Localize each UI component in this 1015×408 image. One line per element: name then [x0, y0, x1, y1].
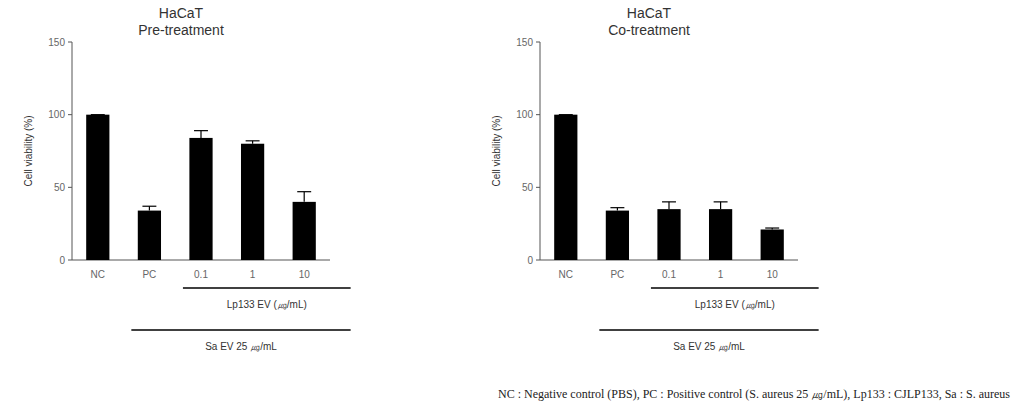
- bar: [138, 211, 161, 260]
- y-tick-label: 0: [527, 255, 533, 266]
- group-bracket: [599, 329, 818, 331]
- marks: [554, 115, 784, 260]
- bar: [293, 202, 316, 260]
- x-tick-label: 0.1: [194, 269, 208, 280]
- bar: [241, 144, 264, 260]
- error-bar: [297, 192, 311, 202]
- error-bar: [662, 202, 676, 209]
- error-cap: [714, 201, 728, 202]
- y-tick: [68, 187, 72, 188]
- y-tick: [536, 42, 540, 43]
- error-bar: [246, 141, 260, 144]
- error-cap: [297, 191, 311, 192]
- footnote: NC : Negative control (PBS), PC : Positi…: [498, 387, 1010, 401]
- bar: [86, 115, 109, 260]
- error-cap: [610, 207, 624, 208]
- y-tick: [68, 114, 72, 115]
- group-label: Lp133 EV (㎍/mL): [227, 299, 307, 310]
- error-cap: [194, 130, 208, 131]
- x-tick-label: 10: [767, 269, 779, 280]
- y-tick-label: 50: [522, 182, 534, 193]
- error-bar: [610, 208, 624, 211]
- title: HaCaT: [627, 5, 672, 21]
- x-tick-label: 1: [718, 269, 724, 280]
- error-cap: [246, 140, 260, 141]
- bar: [606, 211, 629, 260]
- bar: [761, 229, 784, 260]
- y-axis: [72, 42, 73, 260]
- subtitle: Co-treatment: [608, 22, 690, 38]
- error-line: [720, 202, 721, 209]
- y-axis-label: Cell viability (%): [23, 115, 34, 186]
- error-bar: [765, 228, 779, 229]
- y-tick: [68, 42, 72, 43]
- error-line: [304, 192, 305, 202]
- error-line: [149, 206, 150, 210]
- y-tick-label: 100: [48, 109, 65, 120]
- error-cap: [765, 227, 779, 228]
- bar: [709, 209, 732, 260]
- y-tick: [68, 260, 72, 261]
- figure: HaCaTPre-treatmentCell viability (%)0501…: [0, 0, 1015, 408]
- subtitle: Pre-treatment: [138, 22, 224, 38]
- y-axis-label: Cell viability (%): [491, 115, 502, 186]
- group-bracket: [131, 329, 350, 331]
- error-line: [200, 131, 201, 138]
- marks: [86, 115, 316, 260]
- group-label: Lp133 EV (㎍/mL): [695, 299, 775, 310]
- y-tick-label: 150: [48, 37, 65, 48]
- y-tick-label: 0: [59, 255, 65, 266]
- chart: HaCaTCo-treatmentCell viability (%)05010…: [491, 5, 819, 352]
- x-tick-label: PC: [142, 269, 156, 280]
- error-cap: [662, 201, 676, 202]
- y-tick-label: 50: [54, 182, 66, 193]
- x-tick-label: 1: [250, 269, 256, 280]
- x-tick-label: PC: [610, 269, 624, 280]
- bar: [554, 115, 577, 260]
- error-line: [668, 202, 669, 209]
- error-bar: [91, 114, 105, 115]
- title: HaCaT: [159, 5, 204, 21]
- group-label: Sa EV 25 ㎍/mL: [673, 341, 745, 352]
- bar: [657, 209, 680, 260]
- error-bar: [194, 131, 208, 138]
- error-cap: [142, 206, 156, 207]
- y-axis: [540, 42, 541, 260]
- y-tick: [536, 114, 540, 115]
- error-cap: [559, 114, 573, 115]
- y-tick: [536, 260, 540, 261]
- error-cap: [91, 114, 105, 115]
- bar: [189, 138, 212, 260]
- chart: HaCaTPre-treatment Cell viability (%) 0 50 1…: [23, 5, 351, 352]
- x-tick-label: 0.1: [662, 269, 676, 280]
- group-bracket: [183, 287, 351, 289]
- x-tick-label: 10: [299, 269, 311, 280]
- group-label: Sa EV 25 ㎍/mL: [205, 341, 277, 352]
- error-bar: [559, 114, 573, 115]
- y-tick-label: 100: [516, 109, 533, 120]
- x-tick-label: NC: [91, 269, 105, 280]
- error-bar: [714, 202, 728, 209]
- y-tick-label: 150: [516, 37, 533, 48]
- error-bar: [142, 206, 156, 210]
- group-bracket: [651, 287, 819, 289]
- y-tick: [536, 187, 540, 188]
- x-tick-label: NC: [559, 269, 573, 280]
